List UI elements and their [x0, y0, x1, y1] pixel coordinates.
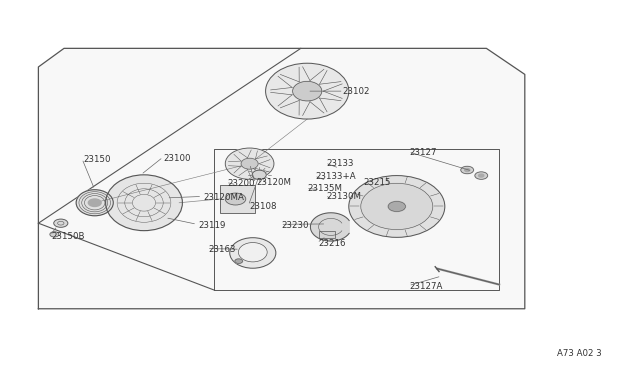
Ellipse shape: [252, 170, 266, 180]
Bar: [319, 231, 335, 238]
Text: 23230: 23230: [282, 221, 309, 230]
Text: 23119: 23119: [198, 221, 226, 230]
Ellipse shape: [266, 63, 349, 119]
Bar: [319, 231, 335, 238]
Ellipse shape: [239, 243, 268, 262]
Ellipse shape: [225, 148, 274, 179]
Circle shape: [88, 199, 101, 206]
Text: 23216: 23216: [318, 239, 346, 248]
Text: 23130M: 23130M: [326, 192, 362, 201]
Ellipse shape: [106, 175, 182, 231]
Ellipse shape: [54, 219, 68, 227]
Text: 23108: 23108: [250, 202, 277, 211]
Text: 23127: 23127: [410, 148, 437, 157]
Text: 23133: 23133: [326, 159, 354, 168]
Bar: [220, 185, 255, 213]
Ellipse shape: [241, 158, 258, 169]
Circle shape: [479, 174, 484, 177]
Text: 23100: 23100: [163, 154, 191, 163]
Text: 23133+A: 23133+A: [316, 172, 356, 181]
Circle shape: [388, 202, 406, 211]
Circle shape: [475, 172, 488, 179]
Text: 23127A: 23127A: [410, 282, 443, 291]
Text: 23135M: 23135M: [307, 185, 342, 193]
Circle shape: [235, 259, 243, 263]
Circle shape: [465, 169, 470, 171]
Text: 23163: 23163: [208, 245, 236, 254]
Ellipse shape: [50, 232, 59, 237]
Text: 23120M: 23120M: [256, 178, 291, 187]
Text: A73 A02 3: A73 A02 3: [557, 349, 602, 358]
Text: 23120MA: 23120MA: [204, 193, 244, 202]
Ellipse shape: [361, 183, 433, 230]
Ellipse shape: [349, 176, 445, 237]
Circle shape: [225, 193, 246, 205]
Polygon shape: [310, 213, 349, 241]
Circle shape: [461, 166, 474, 174]
Ellipse shape: [76, 190, 113, 216]
Text: 23200: 23200: [227, 179, 255, 187]
Ellipse shape: [292, 81, 322, 101]
Text: 23150B: 23150B: [51, 232, 84, 241]
Text: 23102: 23102: [342, 87, 370, 96]
Polygon shape: [38, 48, 525, 309]
Bar: [220, 185, 255, 213]
Text: 23215: 23215: [364, 178, 391, 187]
Text: 23150: 23150: [83, 155, 111, 164]
Ellipse shape: [230, 238, 276, 268]
